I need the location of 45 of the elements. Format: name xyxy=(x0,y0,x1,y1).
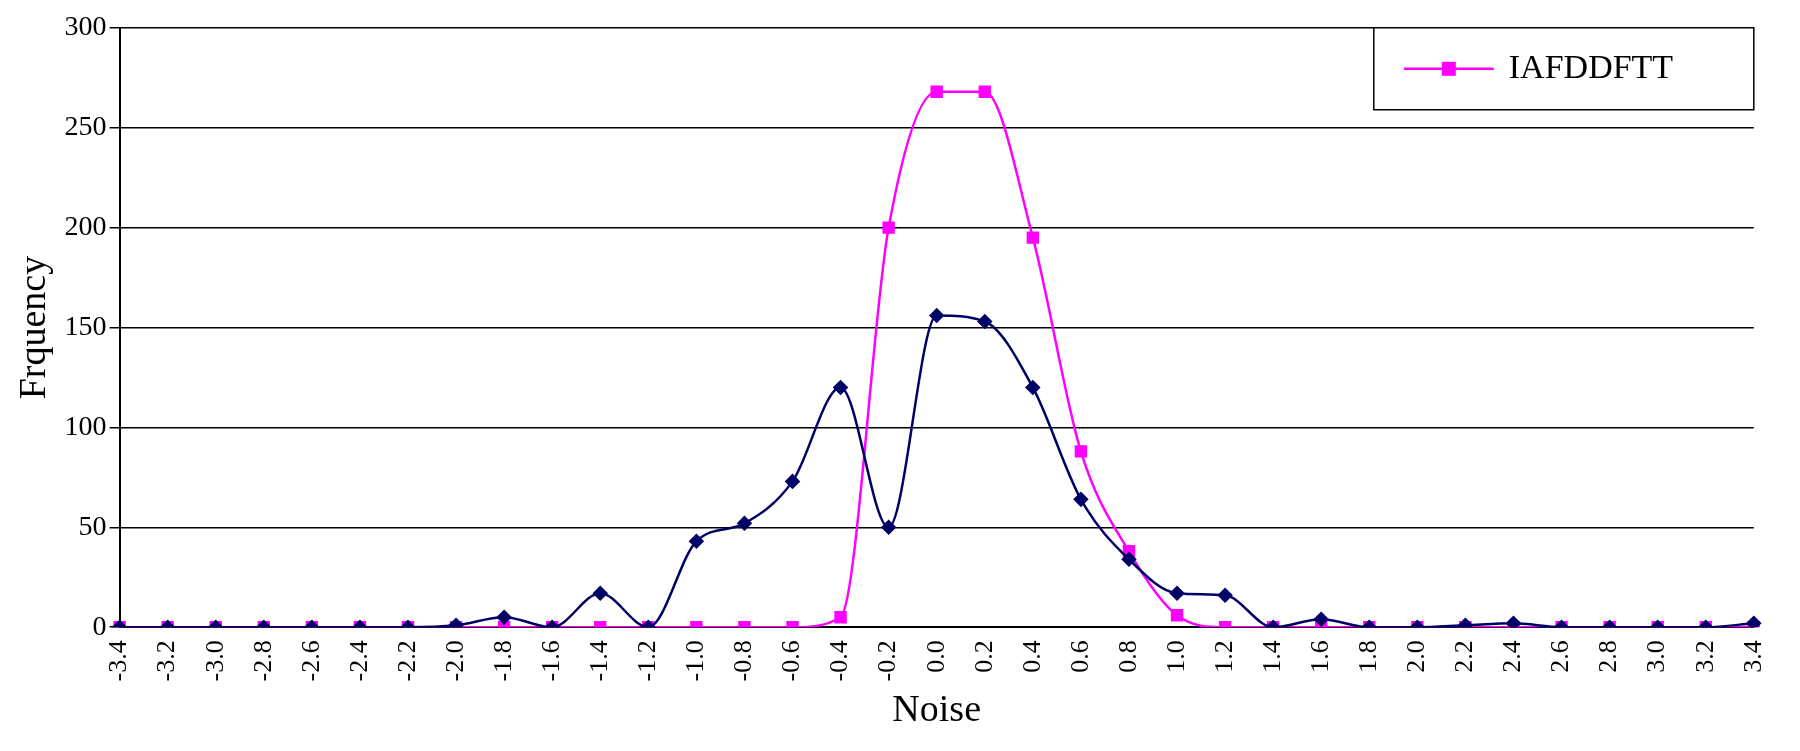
x-tick-label: 2.4 xyxy=(1497,640,1527,673)
x-tick-label: 3.4 xyxy=(1737,640,1767,673)
y-tick-label: 0 xyxy=(92,609,107,641)
x-tick-label: 0.2 xyxy=(968,640,998,673)
y-tick-label: 50 xyxy=(78,509,107,541)
x-tick-label: 0.0 xyxy=(920,640,950,673)
x-tick-label: -3.0 xyxy=(199,640,229,682)
y-tick-label: 300 xyxy=(64,10,107,42)
x-tick-label: -1.0 xyxy=(680,640,710,682)
x-tick-label: -1.8 xyxy=(487,640,517,682)
x-tick-label: -3.2 xyxy=(151,640,181,682)
x-tick-label: 1.4 xyxy=(1256,640,1286,673)
x-tick-label: -0.8 xyxy=(728,640,758,682)
x-tick-label: -1.2 xyxy=(632,640,662,682)
y-axis-title: Frquency xyxy=(10,255,53,400)
x-axis-title: Noise xyxy=(892,687,982,730)
x-tick-label: -0.6 xyxy=(776,640,806,682)
x-tick-label: -0.2 xyxy=(872,640,902,682)
x-tick-label: 0.4 xyxy=(1016,640,1046,673)
x-tick-label: 0.6 xyxy=(1064,640,1094,673)
x-tick-label: 3.0 xyxy=(1641,640,1671,673)
x-tick-label: -2.8 xyxy=(247,640,277,682)
x-tick-label: -3.4 xyxy=(103,640,133,682)
y-tick-label: 250 xyxy=(64,110,107,142)
x-tick-label: -0.4 xyxy=(824,640,854,682)
x-tick-label: -1.4 xyxy=(584,640,614,682)
y-tick-label: 200 xyxy=(64,209,107,241)
x-tick-label: 1.2 xyxy=(1208,640,1238,673)
x-tick-label: 2.0 xyxy=(1401,640,1431,673)
x-tick-label: 2.8 xyxy=(1593,640,1623,673)
x-tick-label: -2.4 xyxy=(343,640,373,682)
x-tick-label: -2.2 xyxy=(391,640,421,682)
x-tick-label: 2.2 xyxy=(1449,640,1479,673)
y-tick-label: 150 xyxy=(64,309,107,341)
x-tick-label: 1.8 xyxy=(1353,640,1383,673)
x-tick-label: 1.0 xyxy=(1160,640,1190,673)
x-tick-label: -2.0 xyxy=(439,640,469,682)
x-tick-label: -1.6 xyxy=(536,640,566,682)
x-tick-label: -2.6 xyxy=(295,640,325,682)
legend-label: IAFDDFTT xyxy=(1508,47,1674,85)
y-tick-label: 100 xyxy=(64,409,107,441)
x-tick-label: 2.6 xyxy=(1545,640,1575,673)
x-tick-label: 3.2 xyxy=(1689,640,1719,673)
x-tick-label: 1.6 xyxy=(1305,640,1335,673)
x-tick-label: 0.8 xyxy=(1112,640,1142,673)
